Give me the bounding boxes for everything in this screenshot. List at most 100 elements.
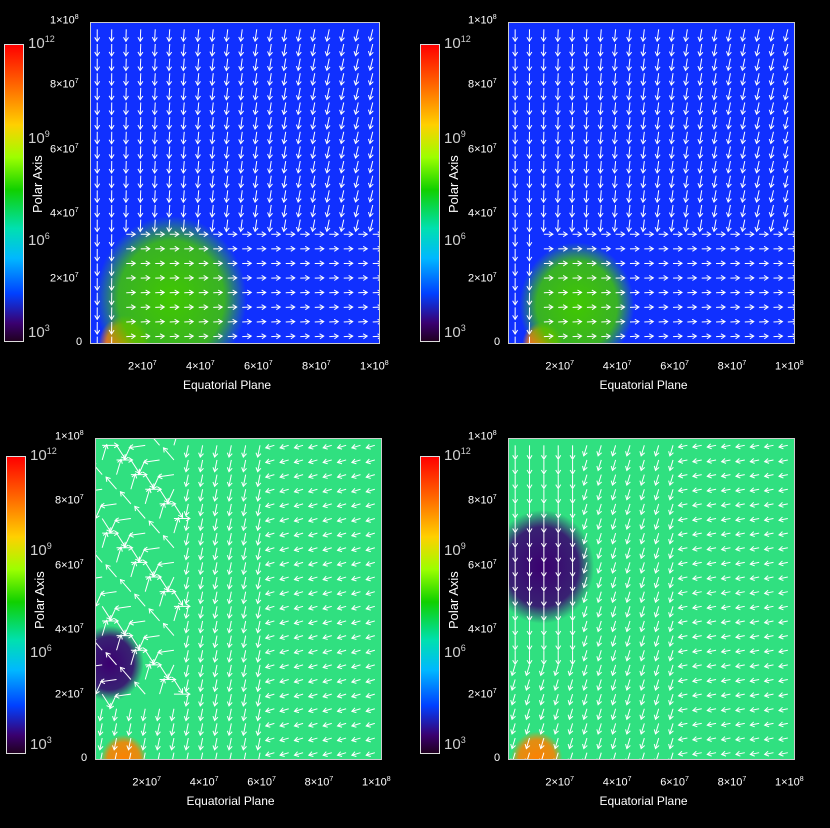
velocity-arrowhead [367,109,374,116]
velocity-arrow [669,693,674,705]
velocity-arrow [741,29,746,42]
velocity-arrowhead [567,685,574,691]
velocity-arrowhead [526,80,533,87]
velocity-arrowhead [611,51,618,57]
velocity-arrow [611,606,617,617]
velocity-arrow [778,635,788,638]
velocity-arrow [716,321,726,323]
y-tick-label: 8×107 [50,78,79,92]
velocity-arrowhead [711,80,718,86]
velocity-arrow [741,87,746,100]
velocity-arrowhead [362,304,369,311]
velocity-arrow [211,102,214,115]
velocity-arrowhead [526,469,533,475]
velocity-arrow [543,321,553,323]
velocity-arrowhead [553,670,559,677]
velocity-arrowhead [241,613,247,620]
velocity-arrowhead [596,465,602,472]
velocity-arrowhead [610,568,617,574]
velocity-arrowhead [226,496,233,502]
velocity-arrowhead [94,51,101,57]
velocity-arrow [294,518,304,522]
velocity-arrow [713,117,717,130]
velocity-arrowhead [778,619,784,625]
velocity-arrowhead [540,124,547,131]
velocity-arrowhead [232,333,238,340]
velocity-arrow [351,737,361,742]
velocity-arrowhead [261,333,267,340]
velocity-arrow [366,532,375,537]
velocity-arrowhead [137,110,144,116]
velocity-arrow [168,175,171,188]
velocity-arrow [279,752,289,756]
velocity-arrowhead [128,444,134,450]
velocity-arrowhead [195,124,201,131]
velocity-arrow [351,605,361,610]
velocity-arrow [308,737,318,742]
velocity-arrowhead [706,260,712,267]
velocity-arrowhead [195,51,201,57]
velocity-arrow [154,29,156,42]
velocity-arrow [294,459,304,464]
velocity-arrowhead [725,153,732,160]
velocity-arrowhead [720,472,727,479]
velocity-arrowhead [324,226,331,233]
velocity-arrow [257,723,261,736]
velocity-arrowhead [706,575,712,581]
velocity-arrowhead [583,197,590,204]
velocity-arrow [642,58,645,71]
velocity-arrowhead [145,318,151,325]
velocity-arrow [168,58,171,71]
velocity-arrow [670,73,674,86]
velocity-arrowhead [512,528,519,534]
velocity-arrow [130,473,136,490]
velocity-arrowhead [683,95,689,101]
velocity-arrow [279,459,289,464]
velocity-arrowhead [735,531,741,538]
velocity-arrowhead [526,212,533,218]
velocity-arrow [337,591,347,595]
velocity-arrow [669,635,674,647]
velocity-arrowhead [336,444,343,450]
heatmap-svg [508,22,795,344]
velocity-arrow [297,43,301,56]
velocity-arrowhead [367,80,374,86]
velocity-arrow [640,532,645,544]
velocity-arrow [764,503,774,507]
velocity-arrow [572,321,582,323]
velocity-arrowhead [174,275,180,281]
velocity-arrow [228,533,232,546]
velocity-arrowhead [720,458,727,464]
velocity-arrowhead [255,672,262,678]
velocity-arrowhead [112,745,118,751]
velocity-arrow [597,664,602,676]
velocity-arrow [182,204,185,217]
velocity-arrowhead [238,95,245,101]
velocity-arrow [279,532,289,537]
velocity-arrowhead [304,260,311,267]
velocity-arrowhead [749,318,755,325]
velocity-arrowhead [252,95,259,101]
velocity-arrowhead [768,197,775,203]
velocity-arrowhead [512,455,519,461]
velocity-arrow [139,146,142,159]
velocity-arrowhead [156,574,163,580]
velocity-arrowhead [740,51,746,57]
velocity-arrow [554,664,559,676]
velocity-arrowhead [677,487,684,494]
velocity-arrowhead [137,154,144,160]
velocity-arrowhead [226,686,233,693]
velocity-arrow [735,635,745,638]
velocity-arrowhead [209,153,216,160]
velocity-arrowhead [174,260,180,267]
velocity-arrowhead [668,212,675,218]
velocity-arrowhead [639,568,646,574]
velocity-arrowhead [540,80,547,87]
velocity-arrowhead [319,304,325,311]
velocity-arrowhead [322,722,328,728]
velocity-arrow [139,73,142,86]
velocity-arrowhead [583,36,590,43]
velocity-arrow [756,87,760,100]
velocity-arrowhead [324,182,331,189]
velocity-arrowhead [512,271,519,277]
